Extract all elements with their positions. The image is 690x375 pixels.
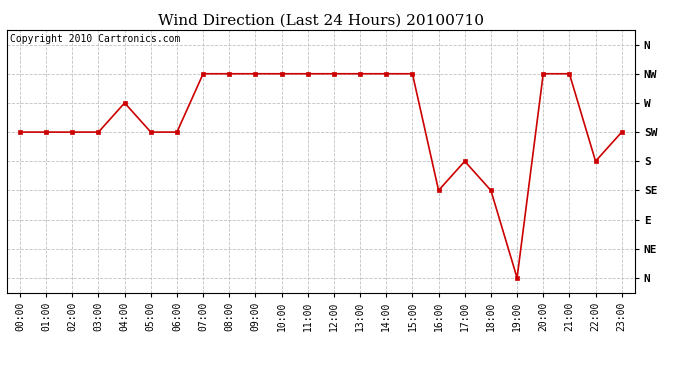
Title: Wind Direction (Last 24 Hours) 20100710: Wind Direction (Last 24 Hours) 20100710: [158, 13, 484, 27]
Text: Copyright 2010 Cartronics.com: Copyright 2010 Cartronics.com: [10, 34, 180, 44]
